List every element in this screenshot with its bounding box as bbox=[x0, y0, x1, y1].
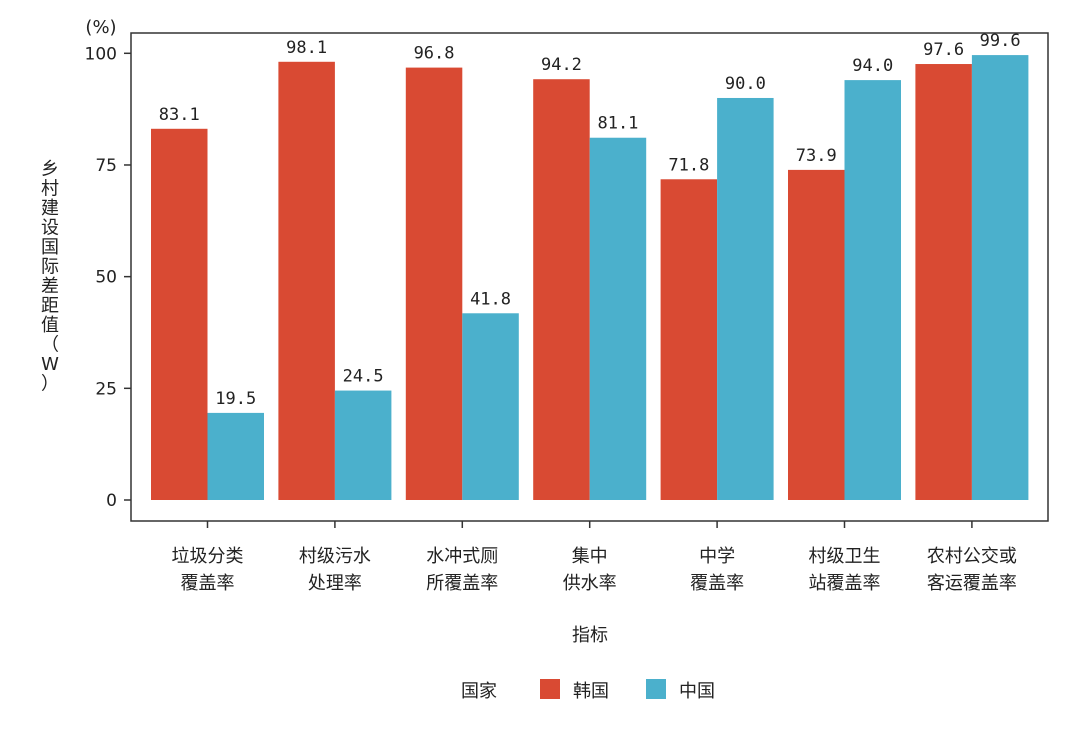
y-axis-title-char: 值 bbox=[41, 315, 59, 336]
y-axis-title-char: 建 bbox=[41, 198, 59, 219]
y-tick-label: 0 bbox=[106, 491, 117, 511]
x-tick-label: 处理率 bbox=[308, 573, 362, 594]
bar-korea bbox=[151, 128, 208, 500]
y-axis-title-char: W bbox=[41, 354, 59, 375]
legend-label: 中国 bbox=[679, 681, 715, 702]
bar-value-label: 94.0 bbox=[852, 56, 893, 76]
bar-korea bbox=[405, 67, 463, 501]
y-axis-title-char: 设 bbox=[41, 218, 59, 239]
bar-value-label: 73.9 bbox=[796, 146, 837, 166]
bar-china bbox=[589, 137, 647, 500]
y-tick-label: 25 bbox=[95, 379, 117, 399]
x-tick-label: 中学 bbox=[699, 546, 735, 567]
bar-china bbox=[971, 55, 1029, 501]
y-tick-label: 75 bbox=[95, 156, 117, 176]
bar-korea bbox=[278, 61, 335, 501]
y-tick-label: 50 bbox=[95, 268, 117, 288]
y-axis-title-char: 乡 bbox=[41, 159, 59, 180]
y-axis-title-char: ） bbox=[41, 374, 59, 395]
x-tick-label: 村级污水 bbox=[299, 546, 371, 567]
y-axis-title-char: 村 bbox=[41, 179, 59, 200]
bar-value-label: 71.8 bbox=[668, 155, 709, 175]
bar-value-label: 98.1 bbox=[286, 38, 327, 58]
x-tick-label: 垃圾分类 bbox=[172, 546, 244, 567]
y-axis-title-char: 差 bbox=[41, 276, 59, 297]
legend-swatch-china bbox=[646, 679, 666, 699]
bar-china bbox=[462, 313, 519, 500]
y-axis-title-char: 国 bbox=[41, 237, 59, 258]
bar-value-label: 94.2 bbox=[541, 55, 582, 75]
bar-value-label: 90.0 bbox=[725, 74, 766, 94]
legend-label: 韩国 bbox=[573, 681, 609, 702]
bar-value-label: 96.8 bbox=[414, 44, 455, 64]
bar-china bbox=[844, 80, 901, 501]
bar-china bbox=[717, 97, 774, 500]
y-axis-title-char: （ bbox=[41, 335, 59, 356]
x-tick-label: 供水率 bbox=[563, 573, 617, 594]
x-tick-label: 站覆盖率 bbox=[809, 573, 881, 594]
y-tick-label: 100 bbox=[85, 44, 117, 64]
bar-value-label: 24.5 bbox=[343, 367, 384, 387]
bar-china bbox=[334, 390, 392, 500]
bar-value-label: 81.1 bbox=[597, 114, 638, 134]
x-tick-label: 覆盖率 bbox=[690, 573, 744, 594]
y-axis: 0 25 50 75 100 bbox=[85, 44, 131, 511]
x-axis-title: 指标 bbox=[572, 625, 608, 646]
y-unit-label: (%) bbox=[85, 17, 116, 38]
bar-korea bbox=[660, 179, 718, 500]
bar-korea bbox=[788, 169, 845, 500]
x-tick-label: 覆盖率 bbox=[181, 573, 235, 594]
x-tick-label: 村级卫生 bbox=[809, 546, 881, 567]
legend-title: 国家 bbox=[461, 681, 497, 702]
legend: 国家 韩国 中国 bbox=[461, 679, 715, 702]
x-tick-label: 水冲式厕 bbox=[426, 546, 498, 567]
x-tick-label: 集中 bbox=[572, 546, 608, 567]
bar-korea bbox=[533, 79, 590, 500]
bar-value-label: 99.6 bbox=[980, 31, 1021, 51]
bar-value-label: 83.1 bbox=[159, 105, 200, 125]
x-tick-label: 客运覆盖率 bbox=[927, 573, 1017, 594]
bar-china bbox=[207, 412, 264, 500]
bar-korea bbox=[915, 64, 972, 500]
legend-swatch-korea bbox=[540, 679, 560, 699]
bars-group: 83.1 19.5 98.1 24.5 96.8 41.8 94.2 81.1 71.8 90.0… bbox=[151, 31, 1029, 501]
x-tick-label: 农村公交或 bbox=[927, 546, 1017, 567]
bar-value-label: 19.5 bbox=[215, 389, 256, 409]
bar-value-label: 97.6 bbox=[923, 40, 964, 60]
x-tick-label: 所覆盖率 bbox=[426, 573, 498, 594]
y-axis-title-char: 际 bbox=[41, 257, 59, 278]
bar-value-label: 41.8 bbox=[470, 289, 511, 309]
y-axis-title-char: 距 bbox=[41, 296, 59, 317]
